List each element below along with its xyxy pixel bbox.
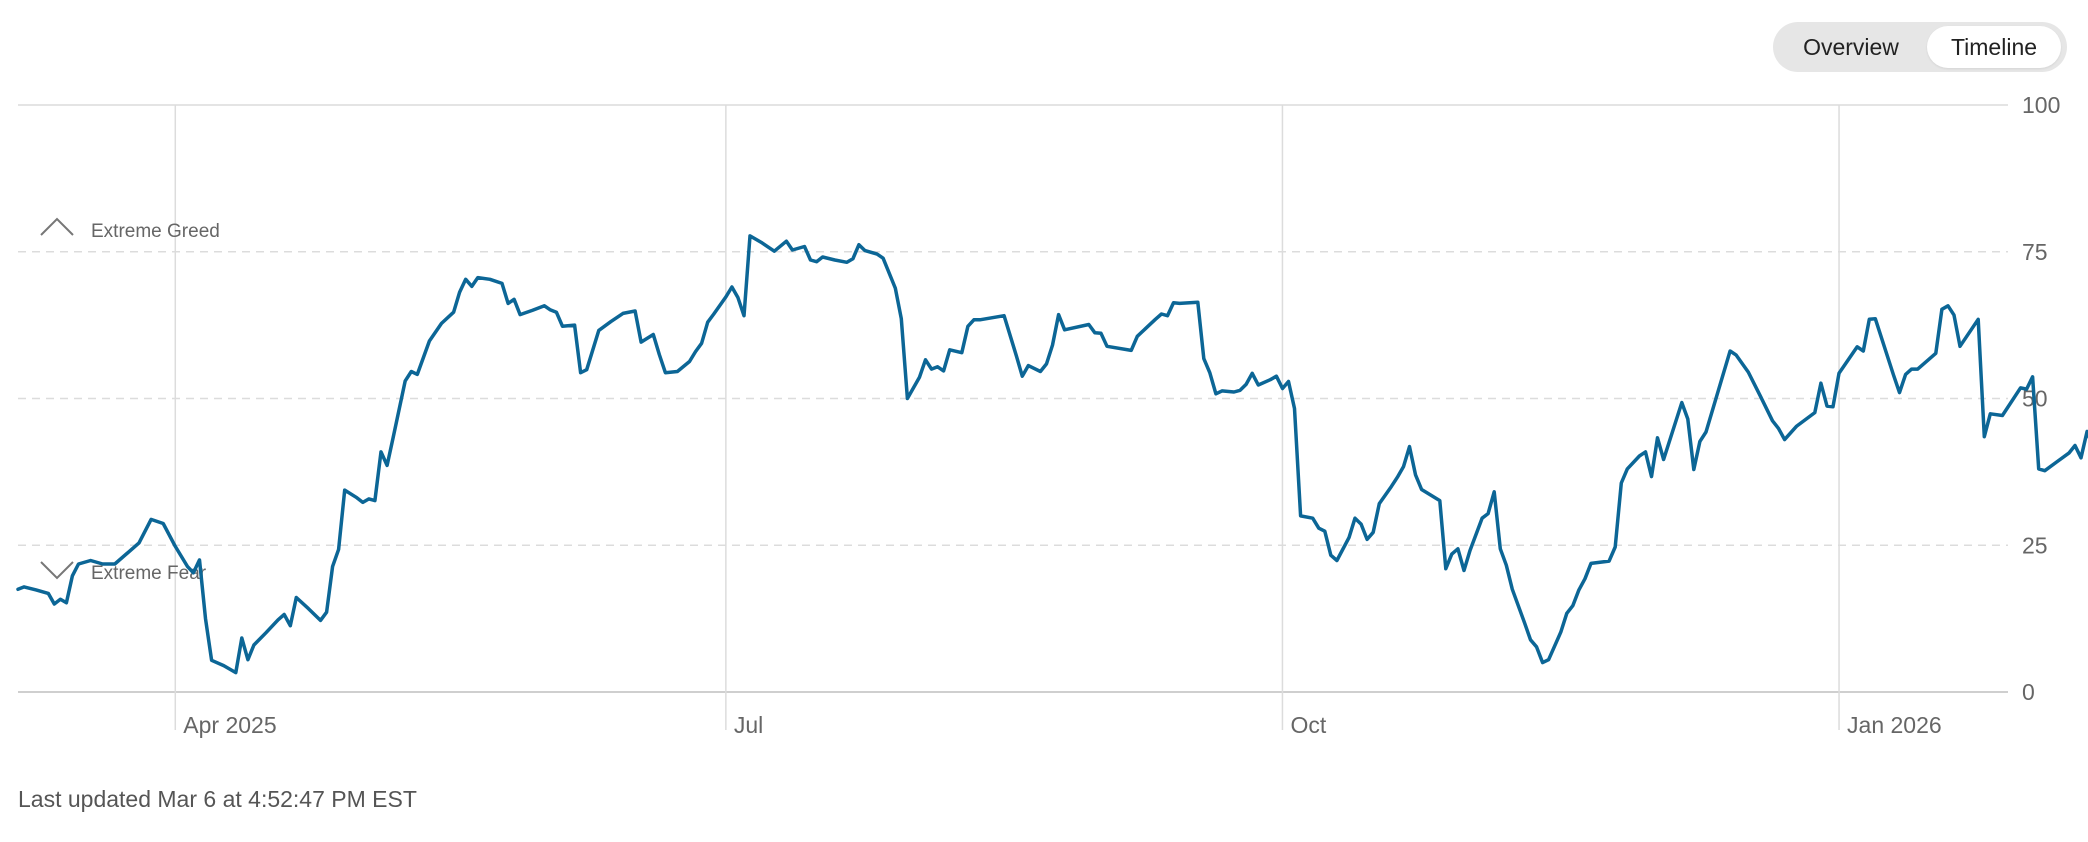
chevron-down-icon: [40, 561, 74, 580]
view-toggle: Overview Timeline: [1773, 22, 2067, 72]
x-tick-label: Apr 2025: [183, 712, 276, 738]
chevron-up-icon: [40, 217, 74, 236]
timeline-tab[interactable]: Timeline: [1927, 26, 2061, 68]
x-tick-label: Oct: [1290, 712, 1326, 738]
y-tick-label: 0: [2022, 679, 2035, 705]
last-updated-text: Last updated Mar 6 at 4:52:47 PM EST: [18, 786, 417, 812]
y-tick-label: 75: [2022, 239, 2048, 265]
overview-tab[interactable]: Overview: [1803, 34, 1899, 60]
annotation-label: Extreme Greed: [91, 221, 220, 242]
series-line: [16, 234, 2088, 675]
x-tick-label: Jan 2026: [1847, 712, 1942, 738]
y-tick-label: 100: [2022, 92, 2060, 118]
annotation-label: Extreme Fear: [91, 563, 207, 584]
y-tick-label: 25: [2022, 532, 2048, 558]
x-tick-label: Jul: [734, 712, 763, 738]
